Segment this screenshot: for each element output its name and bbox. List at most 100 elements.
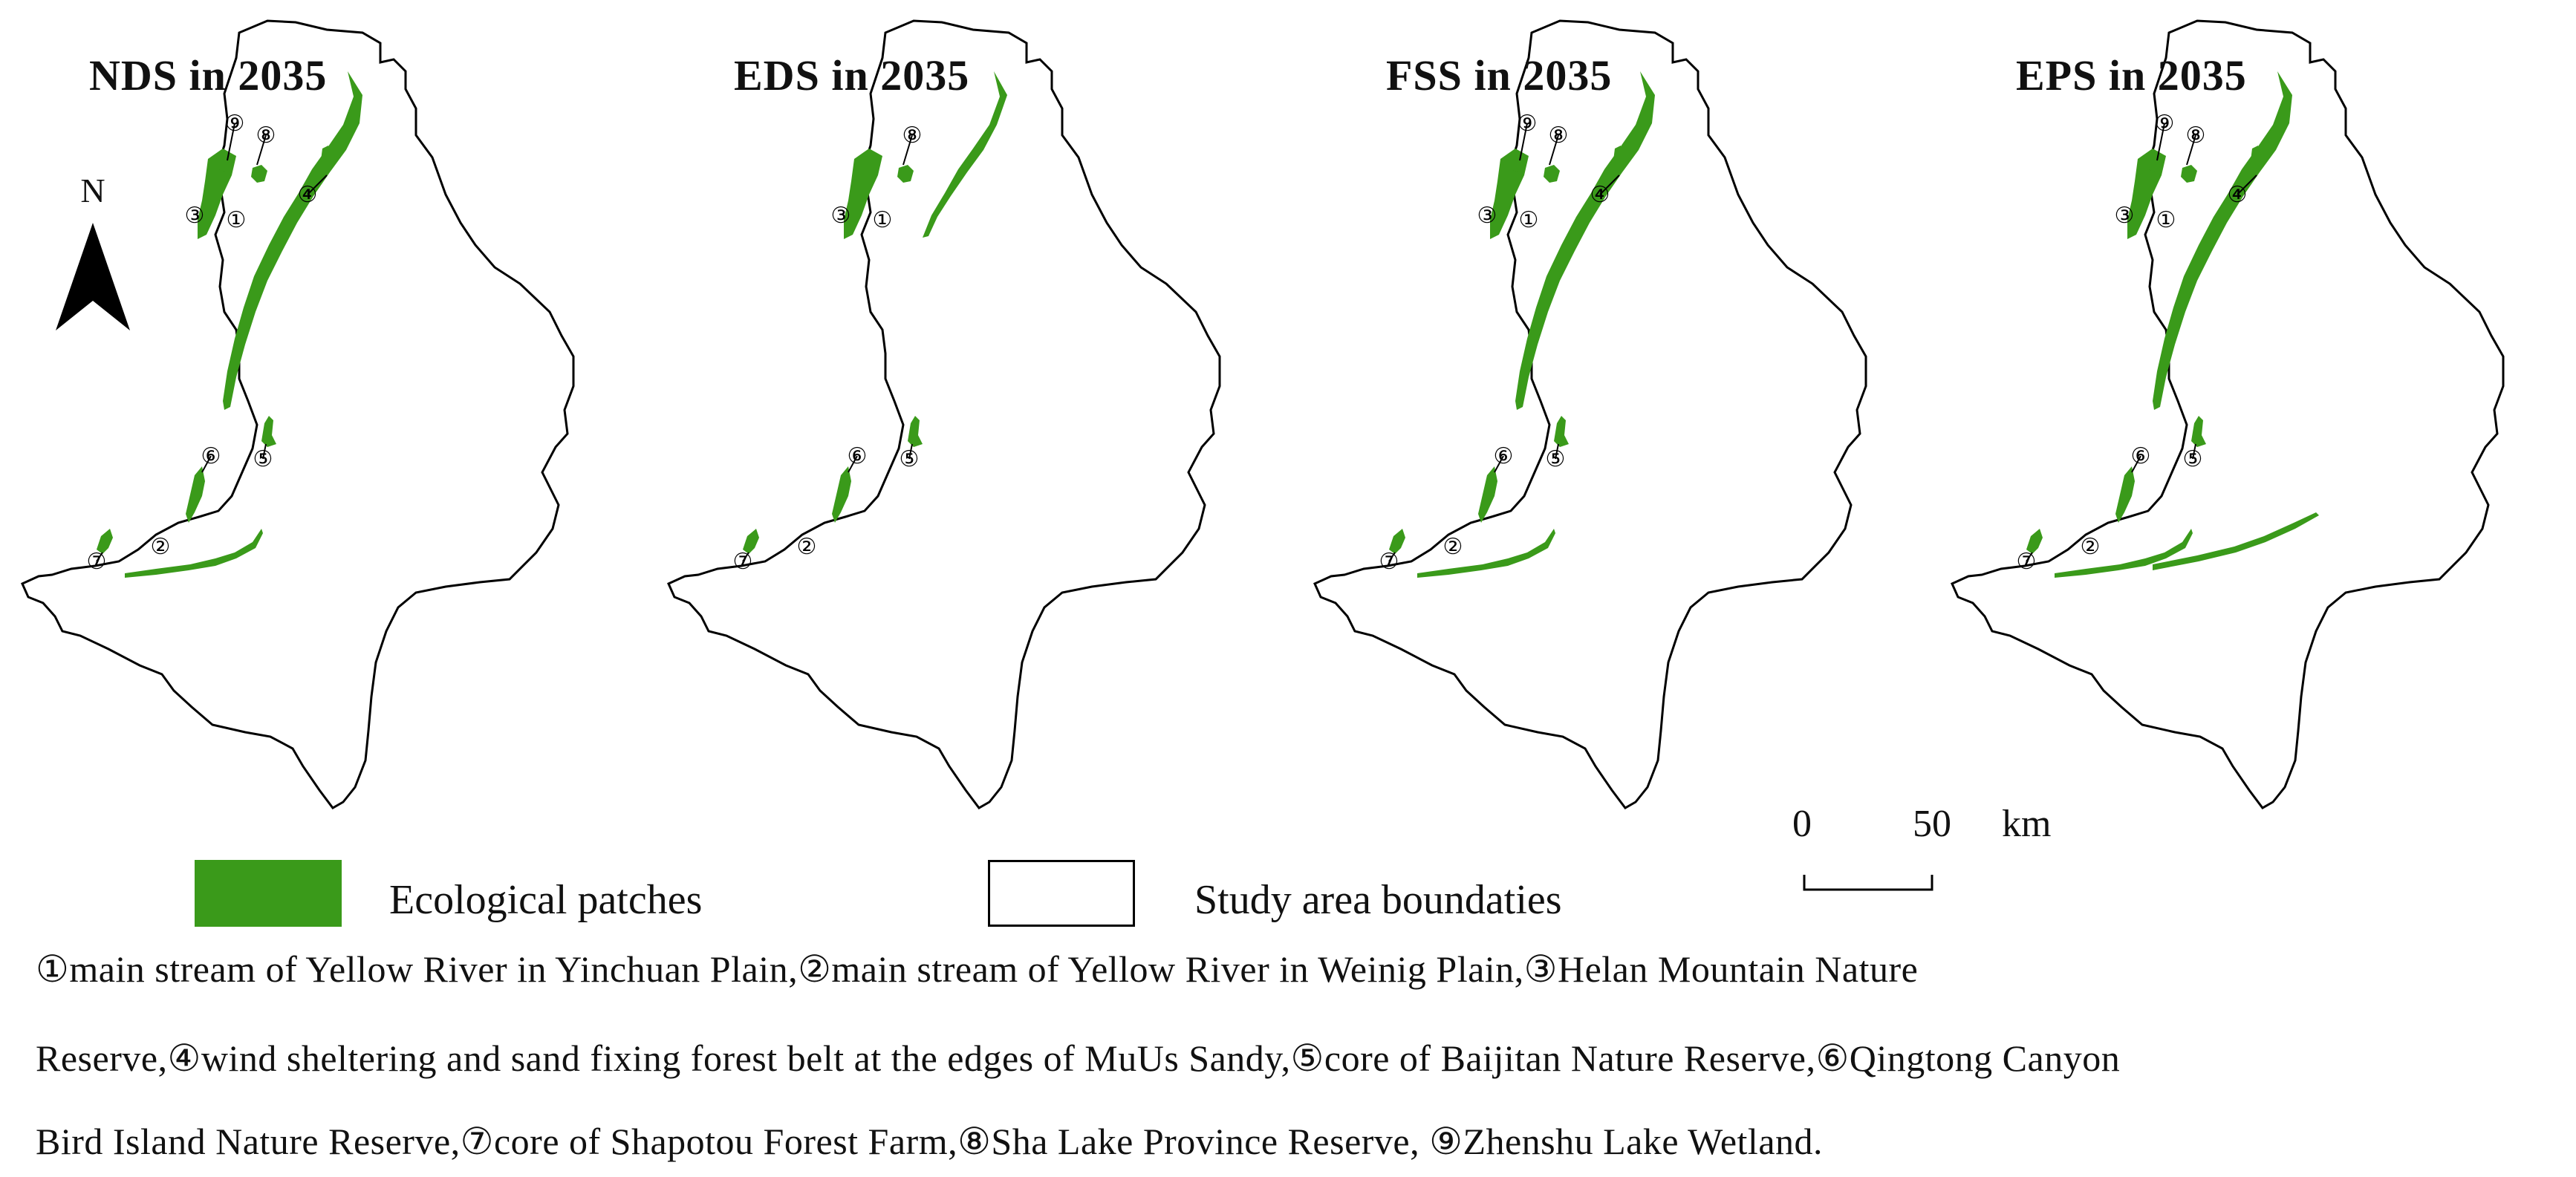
map-marker-6: ⑥ [201,443,221,469]
scale-end: 50 [1913,803,1951,845]
marker-leader-line [227,123,235,161]
marker-leader-line [262,443,267,460]
patch-yellow-river-weinig [125,529,263,578]
panel-title-eds: EDS in 2035 [734,51,970,100]
patch-yellow-river-weinig [2055,529,2193,578]
scale-bar: 0 50 km [1779,802,2051,906]
map-marker-7: ⑦ [87,549,107,575]
map-marker-5: ⑤ [900,446,920,472]
map-marker-3: ③ [185,203,205,229]
map-marker-7: ⑦ [2017,549,2037,575]
map-marker-1: ① [2156,207,2176,233]
scale-start: 0 [1792,803,1812,845]
patch-qingtong-canyon [2115,466,2135,523]
patch-baijitan [261,416,276,447]
patch-zhenshu-lake [2148,160,2162,172]
patch-shapotou [743,529,759,554]
caption-line-1: ①main stream of Yellow River in Yinchuan… [36,948,1919,990]
patch-zhenshu-lake [1511,160,1524,172]
panel-title-eps: EPS in 2035 [2016,51,2247,100]
map-marker-2: ② [1443,534,1463,560]
patch-baijitan [2191,416,2206,447]
study-area-boundary [1313,19,1867,809]
marker-leader-line [1519,123,1528,161]
study-area-boundary [21,19,575,809]
study-area-boundary [1951,19,2505,809]
legend-swatch-patches [195,860,342,927]
legend-label-patches: Ecological patches [389,877,703,923]
map-marker-4: ④ [298,182,318,208]
marker-leader-line [2026,552,2033,562]
marker-leader-line [1555,443,1559,460]
map-marker-5: ⑤ [253,446,273,472]
north-arrow-icon [56,223,130,330]
map-marker-8: ⑧ [1549,123,1569,149]
legend-label-boundary: Study area boundaties [1194,877,1562,923]
patch-qingtong-canyon [832,466,851,523]
map-marker-8: ⑧ [902,123,923,149]
patch-zhenshu-lake [218,160,232,172]
patch-qingtong-canyon [186,466,205,523]
map-marker-3: ③ [1477,203,1497,229]
north-label: N [80,172,105,209]
map-marker-2: ② [797,534,817,560]
marker-leader-line [1388,552,1396,562]
patch-mu-us-forest-belt [2251,146,2260,168]
patch-baijitan [1554,416,1569,447]
map-panel-eds: ① ② ③ ⑤ ⑥ ⑦ ⑧ EDS in 2035 [646,0,1292,839]
marker-leader-line [96,552,103,562]
marker-leader-line [1494,455,1504,473]
patch-yellow-river-yinchuan [923,71,1007,238]
caption-line-2: Reserve,④wind sheltering and sand fixing… [36,1037,2121,1079]
marker-leader-line [902,134,913,166]
marker-leader-line [256,134,267,166]
patch-baijitan [908,416,923,447]
map-marker-1: ① [227,207,247,233]
panel-title-fss: FSS in 2035 [1386,51,1613,100]
map-nds: ① ② ③ ④ ⑤ ⑥ ⑦ ⑧⑨ [21,19,575,809]
map-marker-7: ⑦ [733,549,753,575]
map-marker-2: ② [2081,534,2101,560]
patch-yellow-river-weinig [1417,529,1555,578]
patch-mu-us-forest-belt [321,146,330,168]
marker-leader-line [2186,134,2196,166]
map-eps: ① ② ③ ④ ⑤ ⑥ ⑦ ⑧⑨ [1951,19,2505,809]
marker-leader-line [2156,123,2165,161]
map-marker-1: ① [1519,207,1539,233]
marker-leader-line [848,455,858,473]
map-marker-8: ⑧ [2186,123,2206,149]
map-marker-4: ④ [2228,182,2248,208]
patch-sha-lake [251,165,267,183]
map-marker-3: ③ [2115,203,2135,229]
patch-shapotou [2026,529,2043,554]
patch-qingtong-canyon [1478,466,1497,523]
map-marker-5: ⑤ [2183,446,2203,472]
map-marker-6: ⑥ [2131,443,2151,469]
caption-line-3: Bird Island Nature Reserve,⑦core of Shap… [36,1121,1824,1162]
patch-sha-lake [1544,165,1560,183]
patch-shapotou [1389,529,1405,554]
map-marker-1: ① [873,207,893,233]
map-marker-3: ③ [831,203,851,229]
map-marker-9: ⑨ [2155,111,2175,137]
map-fss: ① ② ③ ④ ⑤ ⑥ ⑦ ⑧⑨ [1313,19,1867,809]
map-marker-9: ⑨ [225,111,245,137]
marker-leader-line [307,175,328,195]
map-marker-5: ⑤ [1546,446,1566,472]
patch-shapotou [97,529,113,554]
marker-leader-line [742,552,749,562]
north-arrow: N [52,171,134,342]
map-marker-6: ⑥ [1494,443,1514,469]
legend-swatch-boundary [988,860,1135,927]
patch-sha-lake [2181,165,2197,183]
marker-leader-line [1599,175,1620,195]
marker-leader-line [2237,175,2257,195]
scale-unit: km [2002,803,2052,845]
map-eds: ① ② ③ ⑤ ⑥ ⑦ ⑧ [667,19,1221,809]
map-marker-2: ② [151,534,171,560]
patch-helan-mountain [844,149,882,239]
patch-sha-lake [897,165,914,183]
